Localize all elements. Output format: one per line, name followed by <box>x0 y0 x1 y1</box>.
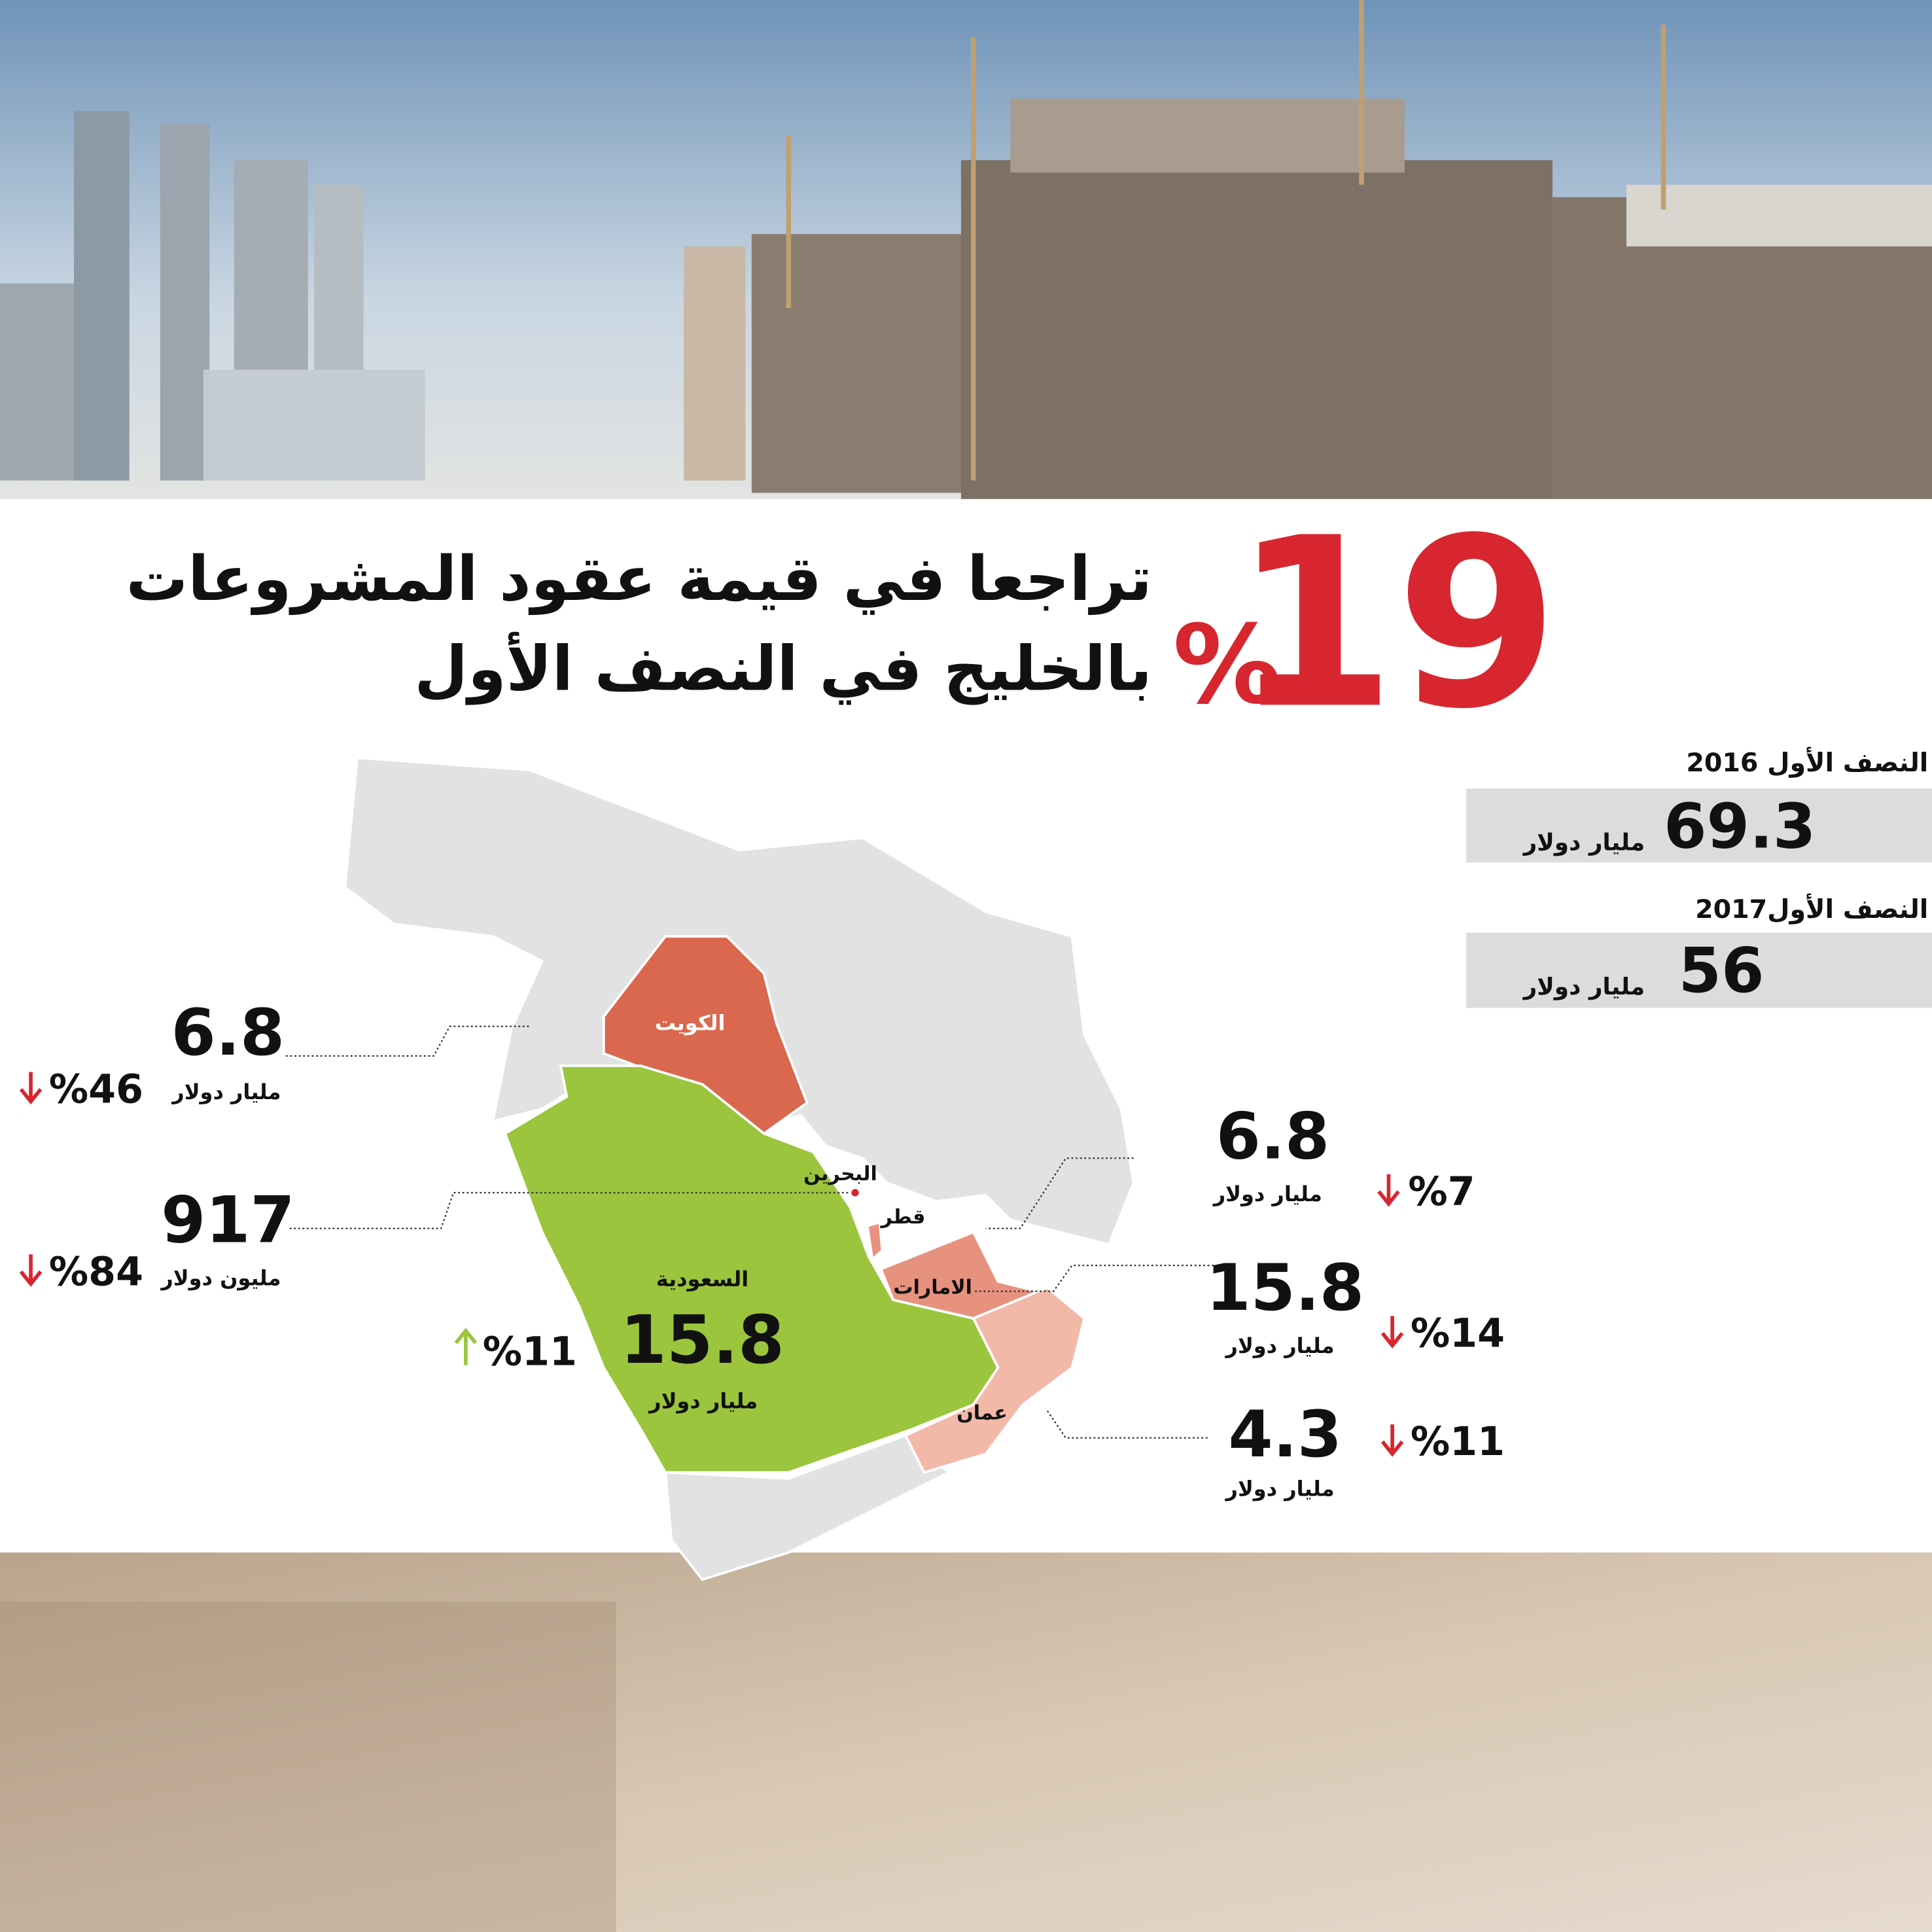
headline-line: تراجعا في قيمة عقود المشروعات <box>126 544 1152 615</box>
callout-unit: مليار دولار <box>1212 1182 1322 1206</box>
headline-line: بالخليج في النصف الأول <box>414 632 1151 705</box>
callout-change: %11 <box>1411 1419 1505 1465</box>
headline-percent: % <box>1173 602 1282 728</box>
summary-unit: مليار دولار <box>1522 974 1645 1000</box>
callout: 15.8 مليار دولار %11 <box>454 1301 784 1414</box>
map-label: قطر <box>880 1206 926 1229</box>
map-label: الامارات <box>893 1276 972 1299</box>
photo-sand <box>0 1552 1932 1932</box>
arrow-down <box>1377 1174 1400 1207</box>
callout: 917 مليون دولار %84 <box>19 1183 295 1295</box>
map-label: عمان <box>957 1402 1008 1425</box>
arrow-down <box>1380 1424 1404 1457</box>
leader-lines <box>285 1025 1214 1439</box>
callout-change: %11 <box>483 1329 577 1375</box>
callout-value: 4.3 <box>1229 1397 1342 1472</box>
callout: 6.8 مليار دولار %46 <box>19 996 285 1113</box>
arrow-down <box>19 1072 43 1105</box>
callout-change: %46 <box>49 1067 143 1113</box>
summary-value: 69.3 <box>1664 792 1816 863</box>
summary-label: النصف الأول2017 <box>1695 893 1928 924</box>
photo-construction <box>0 0 1932 499</box>
callout-unit: مليار دولار <box>1225 1333 1335 1358</box>
summary-unit: مليار دولار <box>1522 829 1645 856</box>
arrow-down <box>1380 1316 1404 1349</box>
callout: 6.8 مليار دولار %7 <box>1212 1099 1475 1215</box>
summary-box <box>1466 932 1932 1008</box>
map-label: البحرين <box>803 1163 877 1186</box>
callout-unit: مليار دولار <box>171 1080 281 1104</box>
headline-number: 19 <box>1233 488 1558 760</box>
map-label: السعودية <box>656 1267 749 1291</box>
summary-label: النصف الأول 2016 <box>1686 746 1928 778</box>
callout-value: 6.8 <box>1216 1099 1329 1174</box>
callout-value: 15.8 <box>620 1301 784 1379</box>
callout: 15.8 مليار دولار %14 <box>1206 1251 1505 1358</box>
callout-change: %7 <box>1408 1169 1475 1215</box>
map <box>343 756 1135 1581</box>
callout-value: 6.8 <box>171 996 285 1070</box>
callout-unit: مليار دولار <box>648 1389 758 1414</box>
arrow-down <box>19 1254 43 1287</box>
callout-unit: مليون دولار <box>160 1265 281 1290</box>
callout-change: %14 <box>1411 1310 1505 1356</box>
callout-value: 15.8 <box>1206 1251 1364 1326</box>
summary-value: 56 <box>1678 936 1764 1007</box>
callout: 4.3 مليار دولار %11 <box>1225 1397 1505 1501</box>
arrow-up <box>454 1327 478 1365</box>
photo-shadow <box>0 1602 616 1932</box>
callout-value: 917 <box>161 1183 294 1257</box>
callout-change: %84 <box>49 1249 143 1295</box>
summary-box <box>1466 788 1932 863</box>
callout-unit: مليار دولار <box>1225 1476 1335 1501</box>
map-label: الكويت <box>655 1010 726 1035</box>
